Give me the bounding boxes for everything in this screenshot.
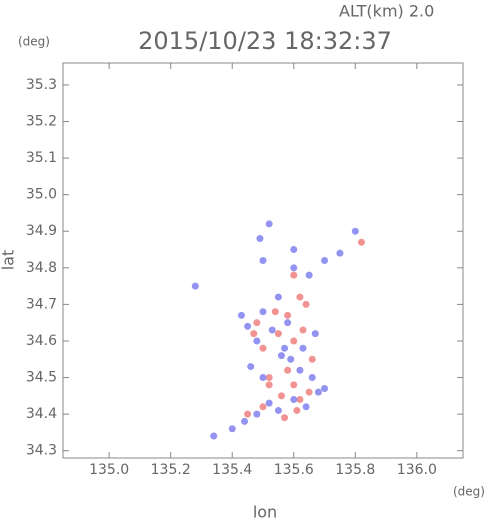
echo-point: [293, 406, 301, 414]
chart-title: 2015/10/23 18:32:37: [138, 27, 392, 55]
y-tick-label: 35.3: [26, 77, 57, 93]
y-tick-label: 34.4: [26, 406, 57, 422]
echo-point: [290, 395, 298, 403]
echo-point: [296, 293, 304, 301]
plot-frame: [62, 62, 464, 459]
y-axis-label: lat: [0, 250, 18, 271]
y-tick-label: 35.2: [26, 114, 57, 130]
y-tick-label: 34.7: [26, 296, 57, 312]
y-tick-label: 35.0: [26, 187, 57, 203]
echo-point: [277, 352, 285, 360]
echo-point: [284, 366, 292, 374]
annotation: ALT(km) 2.0: [339, 2, 434, 21]
echo-point: [281, 344, 289, 352]
echo-point: [290, 381, 298, 389]
echo-point: [305, 271, 313, 279]
echo-point: [284, 319, 292, 327]
echo-point: [321, 257, 329, 264]
echo-point: [259, 374, 267, 382]
echo-point: [274, 406, 282, 414]
echo-point: [191, 282, 199, 290]
echo-point: [305, 388, 313, 396]
echo-point: [302, 300, 310, 308]
echo-point: [321, 385, 329, 393]
echo-point: [241, 417, 249, 425]
echo-point: [308, 374, 316, 382]
x-axis-label: lon: [253, 503, 277, 521]
echo-point: [244, 410, 252, 418]
echo-point: [250, 330, 258, 338]
echo-point: [228, 425, 236, 433]
echo-point: [308, 355, 316, 363]
echo-point: [271, 308, 279, 316]
echo-point: [210, 432, 218, 440]
echo-point: [357, 238, 365, 246]
echo-point: [253, 319, 261, 327]
echo-point: [253, 410, 261, 418]
echo-point: [259, 257, 267, 264]
echo-point: [290, 337, 298, 345]
echo-point: [284, 311, 292, 319]
y-tick-label: 34.6: [26, 333, 57, 349]
echo-point: [247, 363, 255, 371]
echo-point: [281, 414, 289, 422]
echo-point: [299, 344, 307, 352]
echo-point: [290, 271, 298, 279]
echo-point: [259, 344, 267, 352]
echo-point: [244, 322, 252, 330]
y-tick-label: 34.3: [26, 443, 57, 459]
echo-point: [299, 326, 307, 334]
echo-point: [296, 366, 304, 374]
echo-point: [290, 264, 298, 272]
echo-point: [259, 403, 267, 411]
echo-point: [351, 227, 359, 235]
echo-point: [336, 249, 344, 257]
x-tick-label: 135.2: [151, 462, 191, 478]
echo-point: [253, 337, 261, 345]
x-tick-label: 136.0: [397, 462, 437, 478]
x-tick-label: 135.8: [335, 462, 375, 478]
y-unit: (deg): [18, 35, 50, 49]
echo-point: [274, 293, 282, 301]
x-tick-label: 135.0: [89, 462, 129, 478]
y-tick-label: 34.8: [26, 260, 57, 276]
echo-point: [290, 246, 298, 254]
echo-point: [314, 388, 322, 396]
echo-point: [277, 392, 285, 400]
echo-point: [302, 403, 310, 411]
x-tick-label: 135.4: [212, 462, 252, 478]
echo-point: [296, 395, 304, 403]
echo-point: [311, 330, 319, 338]
y-tick-label: 34.9: [26, 223, 57, 239]
echo-point: [256, 235, 264, 243]
echo-point: [268, 326, 276, 334]
y-tick-label: 34.5: [26, 370, 57, 386]
echo-point: [259, 308, 267, 316]
echo-point: [237, 311, 245, 319]
echo-point: [287, 355, 295, 363]
echo-point: [265, 399, 273, 407]
x-unit: (deg): [453, 485, 485, 499]
echo-point: [265, 374, 273, 382]
echo-point: [265, 220, 273, 228]
y-tick-label: 35.1: [26, 150, 57, 166]
echo-point: [274, 330, 282, 338]
echo-point: [265, 381, 273, 389]
x-tick-label: 135.6: [274, 462, 314, 478]
